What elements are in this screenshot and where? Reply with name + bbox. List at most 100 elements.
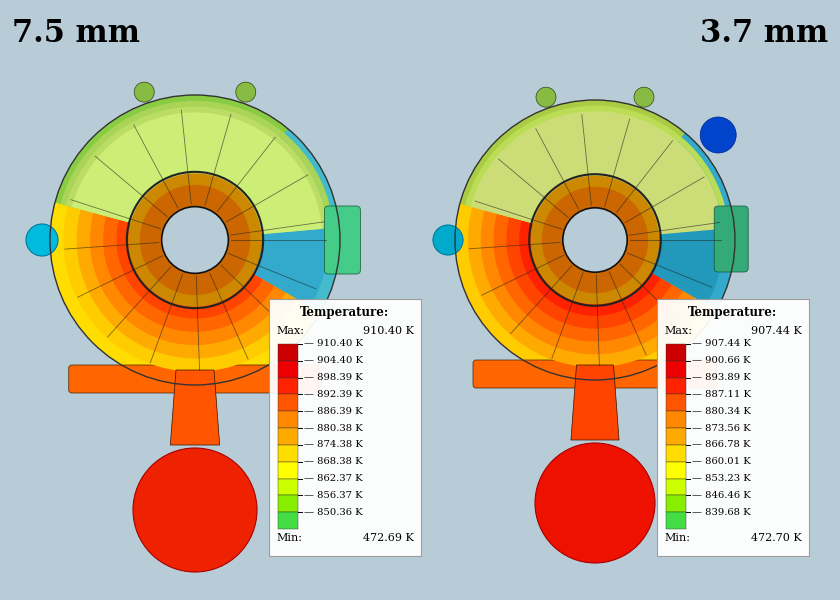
Text: 3.7 mm: 3.7 mm <box>700 18 828 49</box>
Text: — 860.01 K: — 860.01 K <box>692 457 751 466</box>
Bar <box>666 361 686 377</box>
Circle shape <box>134 82 155 102</box>
Circle shape <box>133 448 257 572</box>
Text: — 868.38 K: — 868.38 K <box>304 457 363 466</box>
Text: — 886.39 K: — 886.39 K <box>304 407 363 416</box>
Circle shape <box>480 125 709 355</box>
Circle shape <box>536 87 556 107</box>
Text: — 898.39 K: — 898.39 K <box>304 373 363 382</box>
Text: Temperature:: Temperature: <box>688 306 778 319</box>
Bar <box>278 394 298 411</box>
Circle shape <box>50 95 340 385</box>
Bar <box>278 428 298 445</box>
Text: 910.40 K: 910.40 K <box>363 326 414 336</box>
Bar <box>278 496 298 512</box>
Circle shape <box>26 224 58 256</box>
Circle shape <box>63 108 327 372</box>
Wedge shape <box>465 106 729 240</box>
Circle shape <box>90 135 300 345</box>
Circle shape <box>433 225 463 255</box>
Bar <box>666 462 686 479</box>
Bar <box>278 377 298 394</box>
Text: Max:: Max: <box>664 326 692 336</box>
Circle shape <box>531 176 659 304</box>
Circle shape <box>140 185 250 295</box>
Bar <box>666 344 686 361</box>
Text: — 910.40 K: — 910.40 K <box>304 340 363 349</box>
Wedge shape <box>71 112 322 240</box>
Bar <box>666 445 686 462</box>
Bar <box>666 479 686 496</box>
Bar <box>666 377 686 394</box>
Text: — 873.56 K: — 873.56 K <box>692 424 751 433</box>
Text: — 853.23 K: — 853.23 K <box>692 474 751 483</box>
Text: 472.69 K: 472.69 K <box>363 533 414 543</box>
Text: — 880.34 K: — 880.34 K <box>692 407 751 416</box>
Circle shape <box>117 161 274 319</box>
Text: Temperature:: Temperature: <box>301 306 390 319</box>
Bar <box>666 512 686 529</box>
Text: — 846.46 K: — 846.46 K <box>692 491 751 500</box>
Text: — 856.37 K: — 856.37 K <box>304 491 363 500</box>
Bar <box>278 479 298 496</box>
Text: — 887.11 K: — 887.11 K <box>692 390 751 399</box>
FancyBboxPatch shape <box>473 360 717 388</box>
Bar <box>278 344 298 361</box>
Circle shape <box>103 148 286 332</box>
Text: — 866.78 K: — 866.78 K <box>692 440 750 449</box>
Circle shape <box>634 87 654 107</box>
Text: — 892.39 K: — 892.39 K <box>304 390 363 399</box>
Text: — 880.38 K: — 880.38 K <box>304 424 363 433</box>
Circle shape <box>507 151 684 329</box>
Text: 907.44 K: 907.44 K <box>751 326 802 336</box>
Text: 472.70 K: 472.70 K <box>751 533 802 543</box>
FancyBboxPatch shape <box>269 299 421 556</box>
Wedge shape <box>66 107 328 240</box>
Wedge shape <box>195 138 328 307</box>
Text: Min:: Min: <box>664 533 690 543</box>
Bar <box>278 462 298 479</box>
Polygon shape <box>571 365 619 440</box>
Circle shape <box>519 164 671 316</box>
Bar <box>278 512 298 529</box>
Circle shape <box>161 206 228 274</box>
Circle shape <box>236 82 255 102</box>
Circle shape <box>535 443 655 563</box>
Wedge shape <box>595 133 735 310</box>
Circle shape <box>129 173 262 307</box>
Wedge shape <box>195 129 340 313</box>
Text: — 904.40 K: — 904.40 K <box>304 356 363 365</box>
Wedge shape <box>55 95 339 240</box>
Text: — 874.38 K: — 874.38 K <box>304 440 363 449</box>
Circle shape <box>455 100 735 380</box>
FancyBboxPatch shape <box>714 206 748 272</box>
FancyBboxPatch shape <box>324 206 360 274</box>
Circle shape <box>542 187 648 293</box>
Circle shape <box>701 117 736 153</box>
Text: Max:: Max: <box>276 326 304 336</box>
Wedge shape <box>60 101 333 240</box>
FancyBboxPatch shape <box>657 299 809 556</box>
Wedge shape <box>595 142 724 304</box>
Bar <box>278 445 298 462</box>
Bar <box>666 394 686 411</box>
Bar <box>666 428 686 445</box>
Text: — 850.36 K: — 850.36 K <box>304 508 363 517</box>
Circle shape <box>494 139 696 341</box>
Bar <box>278 411 298 428</box>
Text: — 907.44 K: — 907.44 K <box>692 340 751 349</box>
Text: Min:: Min: <box>276 533 302 543</box>
Circle shape <box>468 113 722 367</box>
FancyBboxPatch shape <box>69 365 321 393</box>
Text: 7.5 mm: 7.5 mm <box>12 18 140 49</box>
Wedge shape <box>470 111 723 240</box>
Bar <box>278 361 298 377</box>
Bar <box>666 411 686 428</box>
Text: — 900.66 K: — 900.66 K <box>692 356 750 365</box>
Text: — 862.37 K: — 862.37 K <box>304 474 363 483</box>
Circle shape <box>563 208 627 272</box>
Text: — 893.89 K: — 893.89 K <box>692 373 751 382</box>
Polygon shape <box>171 370 220 445</box>
Circle shape <box>76 122 313 358</box>
Wedge shape <box>459 100 734 240</box>
